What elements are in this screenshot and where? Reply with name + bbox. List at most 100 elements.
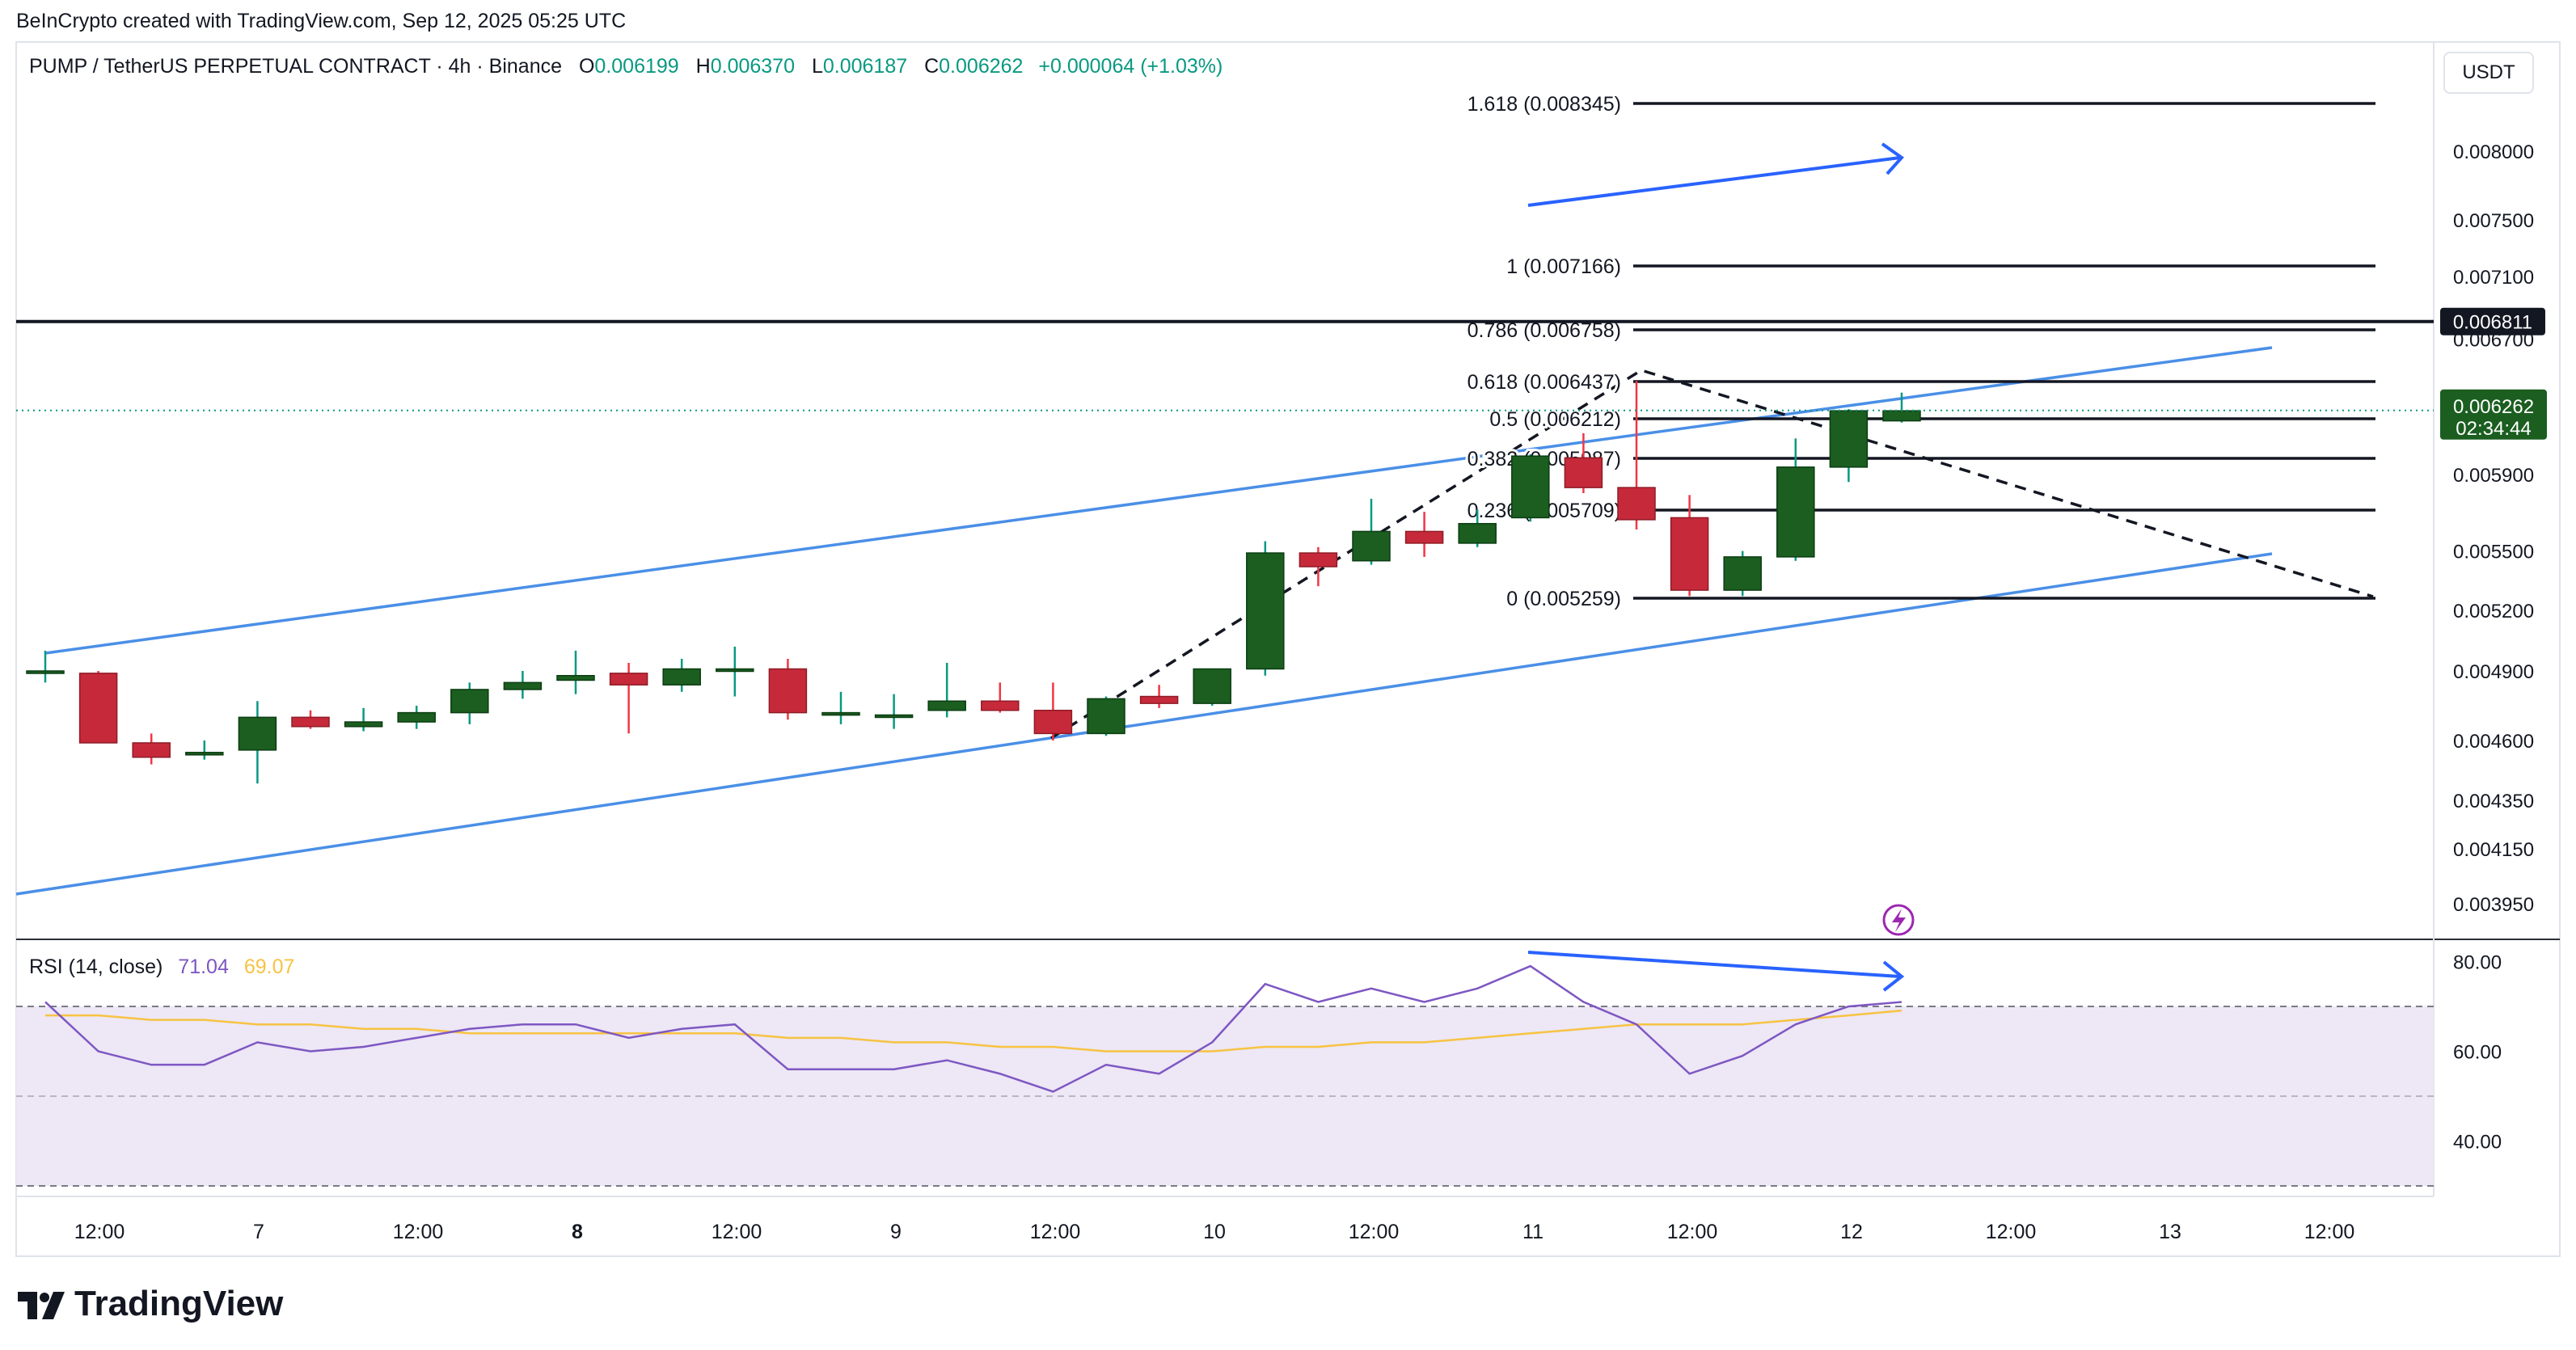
time-tick-label: 12:00 (1030, 1221, 1081, 1243)
high-label: H (695, 55, 711, 78)
candle[interactable] (1617, 381, 1656, 529)
change-value: +0.000064 (+1.03%) (1038, 55, 1223, 78)
candle-body (132, 742, 171, 758)
candle[interactable] (1087, 696, 1125, 736)
candle-body (1776, 466, 1815, 558)
resistance-price-label: 0.006811 (2453, 312, 2532, 334)
candle-body (768, 668, 808, 714)
candle[interactable] (1193, 668, 1231, 706)
rsi-legend[interactable]: RSI (14, close) 71.04 69.07 (29, 956, 294, 979)
time-axis[interactable]: 12:00 7 12:00 8 12:00 9 12:00 10 12:00 11 12:00 12 1… (74, 1221, 2355, 1243)
price-tick-label: 0.005200 (2453, 601, 2534, 622)
rsi-trend-arrow-head (1882, 960, 1905, 992)
time-tick-label: 10 (1203, 1221, 1226, 1243)
candle[interactable] (1723, 551, 1762, 597)
candle[interactable] (291, 710, 330, 729)
candle-body (609, 673, 648, 686)
time-tick-label: 12:00 (712, 1221, 762, 1243)
candle-body (1299, 552, 1338, 567)
price-trend-arrow-line (1527, 156, 1901, 207)
rsi-tick-label: 60.00 (2453, 1042, 2502, 1064)
candle-body (503, 681, 543, 690)
candle[interactable] (503, 671, 543, 699)
candle[interactable] (1246, 541, 1285, 676)
candle-body (662, 668, 701, 686)
price-tick-label: 0.005900 (2453, 465, 2534, 487)
time-tick-label: 13 (2159, 1221, 2181, 1243)
candle[interactable] (1299, 546, 1338, 587)
tradingview-logo[interactable]: TradingView (18, 1284, 283, 1324)
candle[interactable] (1404, 512, 1444, 557)
close-label: C (924, 55, 940, 78)
candle-body (185, 752, 224, 756)
channel-lower-line (15, 552, 2273, 896)
candle[interactable] (132, 733, 171, 765)
chart-credit: BeInCrypto created with TradingView.com,… (16, 10, 627, 32)
rsi-ma-line (45, 1009, 1902, 1053)
rsi-ma-value: 69.07 (243, 956, 295, 978)
rsi-line (44, 964, 1902, 1093)
candles (26, 381, 1921, 784)
time-tick-label: 12:00 (1667, 1221, 1718, 1243)
swing-dashed-line (1050, 369, 2374, 740)
candle[interactable] (344, 707, 383, 732)
candle[interactable] (1033, 682, 1073, 740)
chart-frame (15, 41, 2561, 1257)
time-tick-label: 12:00 (1986, 1221, 2037, 1243)
fib-level-label: 0.618 (0.006437) (1467, 371, 1621, 394)
price-tick-label: 0.004150 (2453, 839, 2534, 861)
candle[interactable] (450, 682, 489, 724)
candle-body (1193, 668, 1231, 704)
price-axis[interactable]: 0.008000 0.007500 0.007100 0.006700 0.005900… (2453, 141, 2534, 916)
open-label: O (578, 55, 595, 78)
candle[interactable] (397, 706, 436, 729)
price-trend-arrow-head (1881, 142, 1904, 175)
candle-body (291, 716, 330, 728)
resistance-price-tag (2440, 307, 2545, 335)
candle-body (344, 721, 383, 728)
candle[interactable] (768, 658, 808, 720)
channel-upper-line (44, 346, 2273, 655)
time-tick-label: 12:00 (1349, 1221, 1400, 1243)
time-tick-label: 12 (1840, 1221, 1863, 1243)
candle[interactable] (1511, 454, 1550, 522)
fib-level-label: 1 (0.007166) (1506, 255, 1621, 278)
candle[interactable] (1352, 498, 1391, 565)
fibonacci-levels: 1.618 (0.008345)1 (0.007166)0.786 (0.006… (1465, 91, 2375, 613)
rsi-tick-label: 80.00 (2453, 952, 2502, 974)
candle[interactable] (1458, 509, 1497, 547)
candle[interactable] (927, 662, 966, 718)
candle[interactable] (26, 650, 65, 683)
candle-body (716, 668, 754, 673)
candle[interactable] (1776, 438, 1815, 561)
fib-level-label: 0 (0.005259) (1506, 588, 1621, 610)
candle[interactable] (821, 691, 860, 724)
resistance-level: 0.006811 (16, 307, 2545, 335)
candle[interactable] (1139, 685, 1179, 708)
candle[interactable] (78, 671, 118, 744)
rsi-trend-arrow-line (1527, 951, 1901, 978)
candle[interactable] (238, 701, 277, 784)
rsi-label: RSI (14, close) (29, 956, 163, 978)
candle[interactable] (874, 694, 914, 729)
candle-body (981, 700, 1020, 711)
candle-body (1246, 552, 1285, 670)
candle[interactable] (185, 740, 224, 760)
candle[interactable] (981, 682, 1020, 713)
lightning-event-icon[interactable] (1882, 904, 1915, 936)
candle[interactable] (1829, 409, 1869, 483)
candle[interactable] (662, 658, 701, 692)
candle[interactable] (556, 650, 595, 694)
candle[interactable] (609, 662, 648, 734)
candle[interactable] (716, 646, 754, 697)
fib-level-label: 0.5 (0.006212) (1489, 408, 1621, 431)
candle[interactable] (1670, 495, 1709, 597)
candle-body (927, 700, 966, 711)
currency-button[interactable]: USDT (2443, 52, 2534, 94)
rsi-tick-label: 40.00 (2453, 1132, 2502, 1154)
last-price-tag (2440, 389, 2547, 440)
candle[interactable] (1564, 432, 1603, 494)
time-tick-label: 7 (253, 1221, 264, 1243)
symbol-title: PUMP / TetherUS PERPETUAL CONTRACT · 4h … (29, 55, 563, 78)
symbol-legend[interactable]: PUMP / TetherUS PERPETUAL CONTRACT · 4h … (29, 55, 1223, 78)
